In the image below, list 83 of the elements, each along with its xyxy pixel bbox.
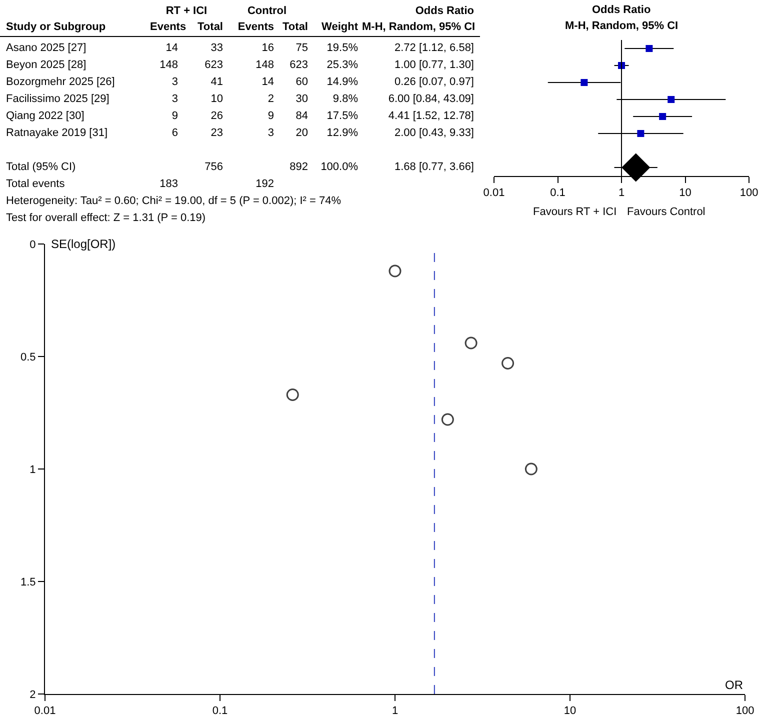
text: Bozorgmehr 2025 [26] xyxy=(6,76,115,88)
y-tick-label: 2 xyxy=(30,688,36,701)
y-tick-label: 1.5 xyxy=(20,576,36,588)
text: 623 xyxy=(204,59,223,71)
x-axis-title: OR xyxy=(725,678,744,692)
text: 19.5% xyxy=(326,42,358,54)
x-tick-label: 0.01 xyxy=(34,705,56,716)
x-tick-label: 1 xyxy=(618,187,625,200)
text: 892 xyxy=(290,161,308,173)
text: Odds Ratio xyxy=(414,4,474,19)
text: 2.72 [1.12, 6.58] xyxy=(394,42,474,54)
x-tick-label: 100 xyxy=(740,187,758,200)
text: Favours RT + ICI xyxy=(533,206,617,218)
text: Favours Control xyxy=(627,206,706,218)
y-axis-title: SE(log[OR]) xyxy=(51,237,116,251)
text: 3 xyxy=(172,93,178,105)
category-label: Total xyxy=(282,20,308,35)
text: 75 xyxy=(296,42,308,54)
text: 26 xyxy=(210,110,223,122)
text: 14.9% xyxy=(326,76,358,88)
text: RT + ICI xyxy=(164,4,208,19)
category-label: Weight xyxy=(320,20,358,35)
category-label: Total xyxy=(198,21,223,33)
text: 148 xyxy=(160,59,178,71)
text: Control xyxy=(246,4,288,19)
text: 1.68 [0.77, 3.66] xyxy=(394,161,474,173)
text: 6.00 [0.84, 43.09] xyxy=(388,93,474,105)
text: Ratnayake 2019 [31] xyxy=(6,127,108,139)
x-tick-label: 10 xyxy=(679,187,692,200)
text: 4.41 [1.52, 12.78] xyxy=(388,110,474,122)
text: 30 xyxy=(296,93,308,105)
text: 12.9% xyxy=(326,127,358,139)
text: 60 xyxy=(296,76,308,88)
text: 9 xyxy=(268,110,274,122)
text: 14 xyxy=(262,76,274,88)
x-tick-label: 10 xyxy=(564,705,576,716)
y-tick-label: 0 xyxy=(30,238,36,251)
text: 20 xyxy=(296,127,308,139)
chart-title: Odds Ratio xyxy=(592,4,651,16)
text: 16 xyxy=(262,42,274,54)
category-label: Events xyxy=(236,20,274,35)
text: Beyon 2025 [28] xyxy=(6,59,86,71)
category-label: M-H, Random, 95% CI xyxy=(362,20,476,35)
text: 623 xyxy=(290,59,308,71)
category-label: Study or Subgroup xyxy=(6,20,107,35)
text: Facilissimo 2025 [29] xyxy=(6,93,110,105)
text: 148 xyxy=(256,59,274,71)
text: Total events xyxy=(6,178,65,190)
text: 3 xyxy=(172,76,178,88)
text: Test for overall effect: Z = 1.31 (P = 0.19) xyxy=(6,211,207,226)
text: 0.26 [0.07, 0.97] xyxy=(394,76,474,88)
chart-subtitle: M-H, Random, 95% CI xyxy=(565,20,678,32)
text: 33 xyxy=(210,42,223,54)
text: 192 xyxy=(256,178,274,190)
y-tick-label: 1 xyxy=(30,464,36,476)
x-tick-label: 0.1 xyxy=(550,187,566,200)
text: 1.00 [0.77, 1.30] xyxy=(394,59,474,71)
text: 2 xyxy=(268,93,274,105)
x-tick-label: 0.1 xyxy=(212,705,228,716)
text: 9 xyxy=(172,110,178,122)
text: Qiang 2022 [30] xyxy=(6,110,84,122)
text: 14 xyxy=(166,42,178,54)
text: 2.00 [0.43, 9.33] xyxy=(394,127,474,139)
text: 9.8% xyxy=(332,93,358,105)
x-tick-label: 100 xyxy=(736,705,754,716)
text: 41 xyxy=(210,76,223,88)
text: 6 xyxy=(172,127,178,139)
text: Heterogeneity: Tau² = 0.60; Chi² = 19.00, df = 5 (P = 0.002); I² = 74% xyxy=(6,194,342,209)
text: 25.3% xyxy=(326,59,358,71)
text: Asano 2025 [27] xyxy=(6,42,86,54)
text: 100.0% xyxy=(320,161,358,173)
text: 3 xyxy=(268,127,274,139)
text: 23 xyxy=(210,127,223,139)
text: 10 xyxy=(210,93,223,105)
x-tick-label: 0.01 xyxy=(483,187,505,200)
x-tick-label: 1 xyxy=(392,705,398,716)
y-tick-label: 0.5 xyxy=(20,351,36,364)
text: Total (95% CI) xyxy=(6,161,76,173)
text: 183 xyxy=(160,178,178,190)
text: 756 xyxy=(204,161,223,173)
text: 84 xyxy=(296,110,308,122)
text: 17.5% xyxy=(326,110,358,122)
category-label: Events xyxy=(150,20,186,35)
